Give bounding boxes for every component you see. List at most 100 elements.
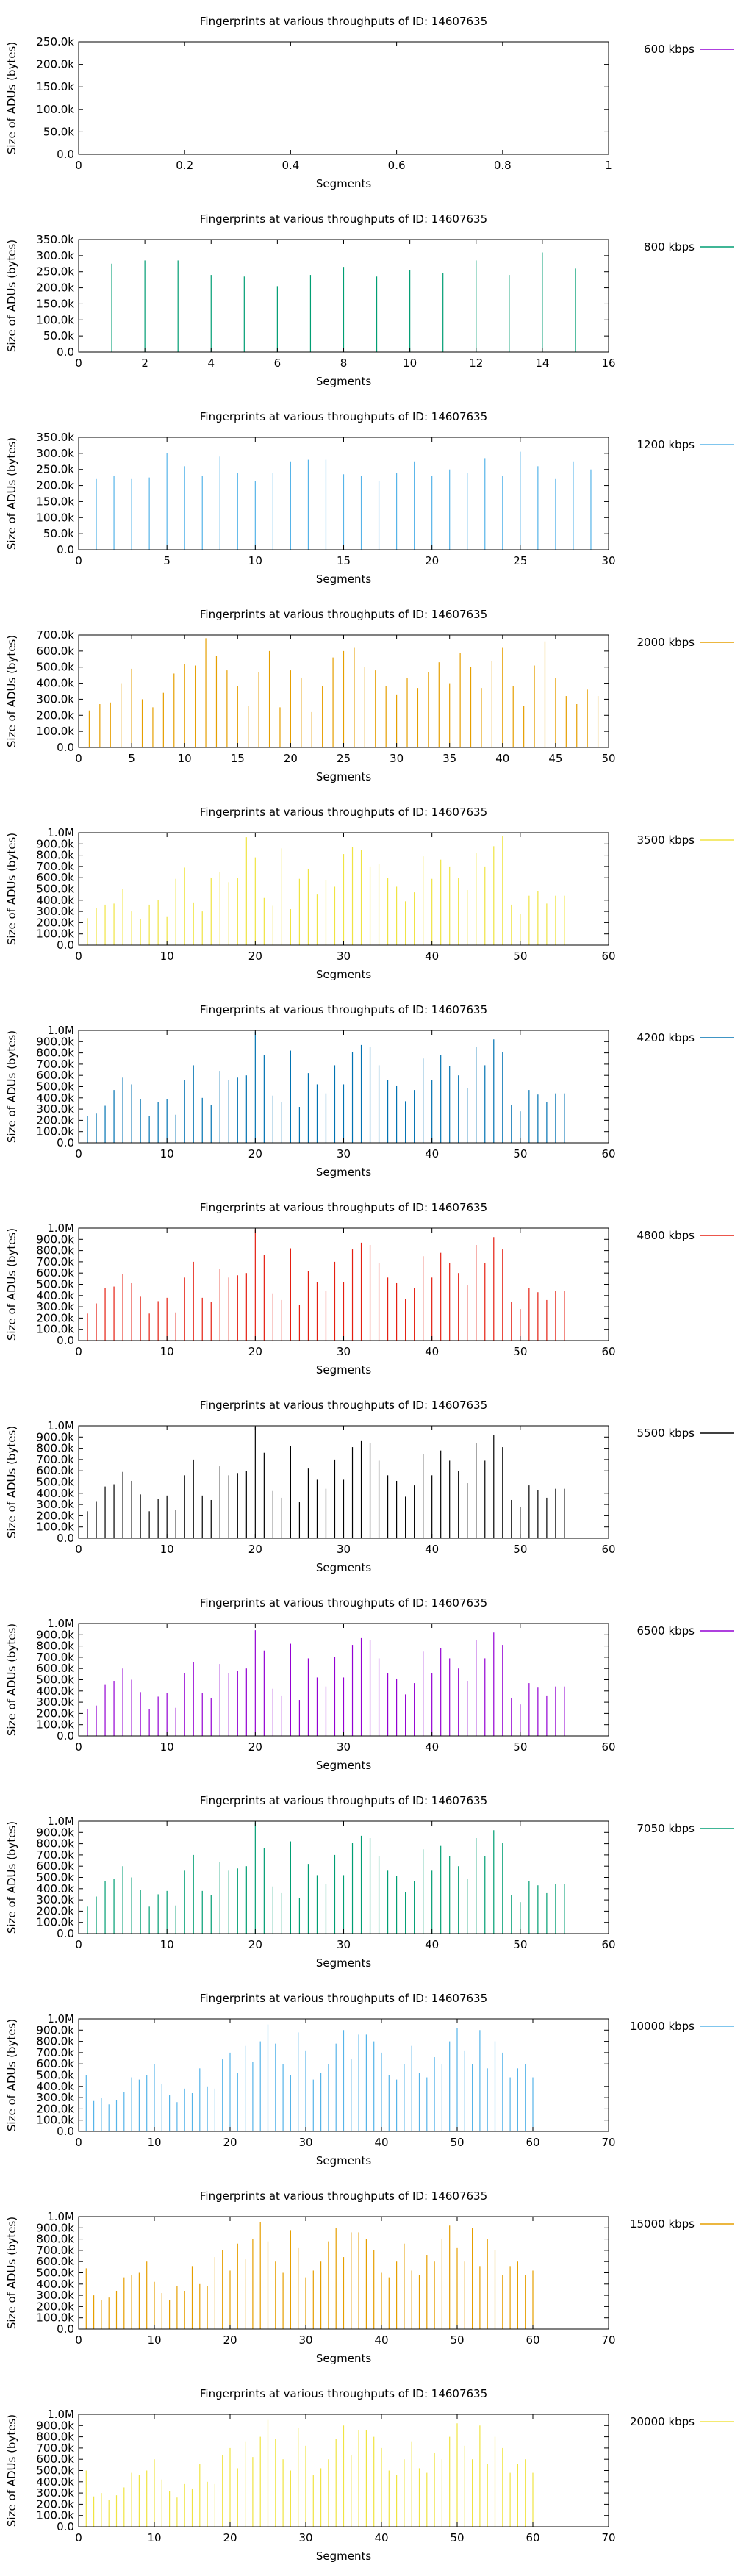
chart-12-ytick-label-0: 0.0 — [57, 2322, 74, 2336]
chart-1-ytick-label-3: 150.0k — [36, 80, 74, 93]
chart-12-xtick-label-7: 70 — [601, 2333, 615, 2347]
chart-10-ytick-label-2: 200.0k — [36, 1904, 74, 1917]
chart-5-ytick-label-6: 600.0k — [36, 871, 74, 884]
chart-9-ytick-label-8: 800.0k — [36, 1640, 74, 1653]
chart-6-ytick-label-0: 0.0 — [57, 1136, 74, 1149]
chart-2-xtick-label-0: 0 — [75, 356, 82, 370]
chart-10-ytick-label-8: 800.0k — [36, 1837, 74, 1851]
chart-9-xtick-label-1: 10 — [160, 1740, 174, 1754]
chart-2-xlabel: Segments — [316, 375, 372, 388]
chart-9-xtick-label-4: 40 — [425, 1740, 439, 1754]
chart-11-xtick-label-6: 60 — [526, 2136, 539, 2149]
chart-7-ytick-label-6: 600.0k — [36, 1266, 74, 1280]
chart-11-xlabel: Segments — [316, 2154, 372, 2167]
chart-4-xtick-label-9: 45 — [548, 752, 562, 765]
chart-13-ytick-label-2: 200.0k — [36, 2497, 74, 2511]
chart-4-xtick-label-2: 10 — [178, 752, 192, 765]
chart-7-xtick-label-5: 50 — [513, 1345, 527, 1358]
chart-13-xtick-label-6: 60 — [526, 2531, 539, 2544]
chart-2-xtick-label-6: 12 — [469, 356, 483, 370]
chart-7-xtick-label-3: 30 — [337, 1345, 351, 1358]
chart-6-xtick-label-3: 30 — [337, 1147, 351, 1160]
chart-9-ylabel: Size of ADUs (bytes) — [5, 1624, 18, 1736]
chart-5-ytick-label-1: 100.0k — [36, 928, 74, 941]
chart-7-ytick-label-9: 900.0k — [36, 1233, 74, 1246]
chart-5-ytick-label-5: 500.0k — [36, 883, 74, 896]
chart-12-ytick-label-6: 600.0k — [36, 2255, 74, 2268]
chart-6-ytick-label-9: 900.0k — [36, 1035, 74, 1048]
chart-13-ytick-label-3: 300.0k — [36, 2486, 74, 2500]
chart-8-ytick-label-1: 100.0k — [36, 1521, 74, 1534]
chart-2-ytick-label-0: 0.0 — [57, 345, 74, 359]
chart-3-xtick-label-0: 0 — [75, 554, 82, 567]
chart-12-ytick-label-4: 400.0k — [36, 2278, 74, 2291]
chart-13-ytick-label-4: 400.0k — [36, 2475, 74, 2489]
chart-13-ytick-label-9: 900.0k — [36, 2419, 74, 2432]
chart-2-xtick-label-5: 10 — [403, 356, 417, 370]
chart-4-ytick-label-0: 0.0 — [57, 741, 74, 754]
chart-11-ytick-label-3: 300.0k — [36, 2091, 74, 2104]
chart-10-ylabel: Size of ADUs (bytes) — [5, 1821, 18, 1934]
chart-6-xtick-label-4: 40 — [425, 1147, 439, 1160]
chart-8-legend-label: 5500 kbps — [637, 1427, 695, 1440]
chart-2-ytick-label-4: 200.0k — [36, 281, 74, 295]
chart-6-ytick-label-5: 500.0k — [36, 1080, 74, 1094]
chart-1-ytick-label-5: 250.0k — [36, 35, 74, 49]
chart-5-xtick-label-1: 10 — [160, 950, 174, 963]
chart-7-legend-label: 4800 kbps — [637, 1229, 695, 1242]
chart-12-xtick-label-2: 20 — [223, 2333, 237, 2347]
chart-3-ytick-label-3: 150.0k — [36, 495, 74, 508]
chart-2-title: Fingerprints at various throughputs of I… — [200, 212, 487, 226]
chart-4-title: Fingerprints at various throughputs of I… — [200, 608, 487, 621]
chart-5-ylabel: Size of ADUs (bytes) — [5, 833, 18, 945]
chart-1-ytick-label-4: 200.0k — [36, 58, 74, 71]
chart-11-ytick-label-6: 600.0k — [36, 2057, 74, 2070]
chart-6-xtick-label-1: 10 — [160, 1147, 174, 1160]
chart-10-xtick-label-1: 10 — [160, 1938, 174, 1951]
chart-9-legend-label: 6500 kbps — [637, 1624, 695, 1637]
chart-10-xtick-label-5: 50 — [513, 1938, 527, 1951]
chart-13-xlabel: Segments — [316, 2550, 372, 2563]
chart-6-ytick-label-7: 700.0k — [36, 1058, 74, 1071]
chart-3-ylabel: Size of ADUs (bytes) — [5, 437, 18, 550]
chart-2-ytick-label-5: 250.0k — [36, 265, 74, 279]
chart-2-xtick-label-8: 16 — [601, 356, 615, 370]
chart-9-xtick-label-6: 60 — [601, 1740, 615, 1754]
chart-4-legend-label: 2000 kbps — [637, 636, 695, 649]
chart-3-ytick-label-6: 300.0k — [36, 447, 74, 460]
chart-12-xtick-label-5: 50 — [450, 2333, 464, 2347]
chart-1-xtick-label-1: 0.2 — [176, 159, 193, 172]
chart-1-xtick-label-2: 0.4 — [282, 159, 299, 172]
chart-2-xtick-label-7: 14 — [535, 356, 549, 370]
chart-8-ytick-label-0: 0.0 — [57, 1532, 74, 1545]
chart-4-xtick-label-0: 0 — [75, 752, 82, 765]
chart-4-ytick-label-7: 700.0k — [36, 628, 74, 642]
chart-1-ytick-label-1: 50.0k — [43, 125, 74, 138]
chart-9-xtick-label-0: 0 — [75, 1740, 82, 1754]
chart-4-ytick-label-4: 400.0k — [36, 677, 74, 690]
chart-2-ytick-label-3: 150.0k — [36, 297, 74, 310]
chart-4-xtick-label-4: 20 — [284, 752, 298, 765]
chart-12-xtick-label-3: 30 — [298, 2333, 312, 2347]
chart-11-title: Fingerprints at various throughputs of I… — [200, 1992, 487, 2005]
chart-1-ylabel: Size of ADUs (bytes) — [5, 42, 18, 154]
chart-5-ytick-label-7: 700.0k — [36, 860, 74, 873]
chart-2-xtick-label-4: 8 — [340, 356, 348, 370]
chart-2-xtick-label-3: 6 — [274, 356, 282, 370]
chart-3-xlabel: Segments — [316, 573, 372, 586]
chart-2-ytick-label-2: 100.0k — [36, 313, 74, 326]
chart-5-ytick-label-9: 900.0k — [36, 837, 74, 850]
chart-7-ytick-label-0: 0.0 — [57, 1334, 74, 1347]
chart-4-ytick-label-5: 500.0k — [36, 661, 74, 674]
chart-5-xtick-label-4: 40 — [425, 950, 439, 963]
chart-8-xtick-label-3: 30 — [337, 1543, 351, 1556]
chart-6-legend-label: 4200 kbps — [637, 1031, 695, 1044]
chart-8-ytick-label-9: 900.0k — [36, 1430, 74, 1443]
chart-10-xtick-label-3: 30 — [337, 1938, 351, 1951]
chart-1-xtick-label-3: 0.6 — [388, 159, 406, 172]
chart-1-ytick-label-0: 0.0 — [57, 148, 74, 161]
chart-12-ytick-label-8: 800.0k — [36, 2233, 74, 2246]
chart-12-ytick-label-2: 200.0k — [36, 2300, 74, 2313]
chart-6-ytick-label-6: 600.0k — [36, 1069, 74, 1082]
